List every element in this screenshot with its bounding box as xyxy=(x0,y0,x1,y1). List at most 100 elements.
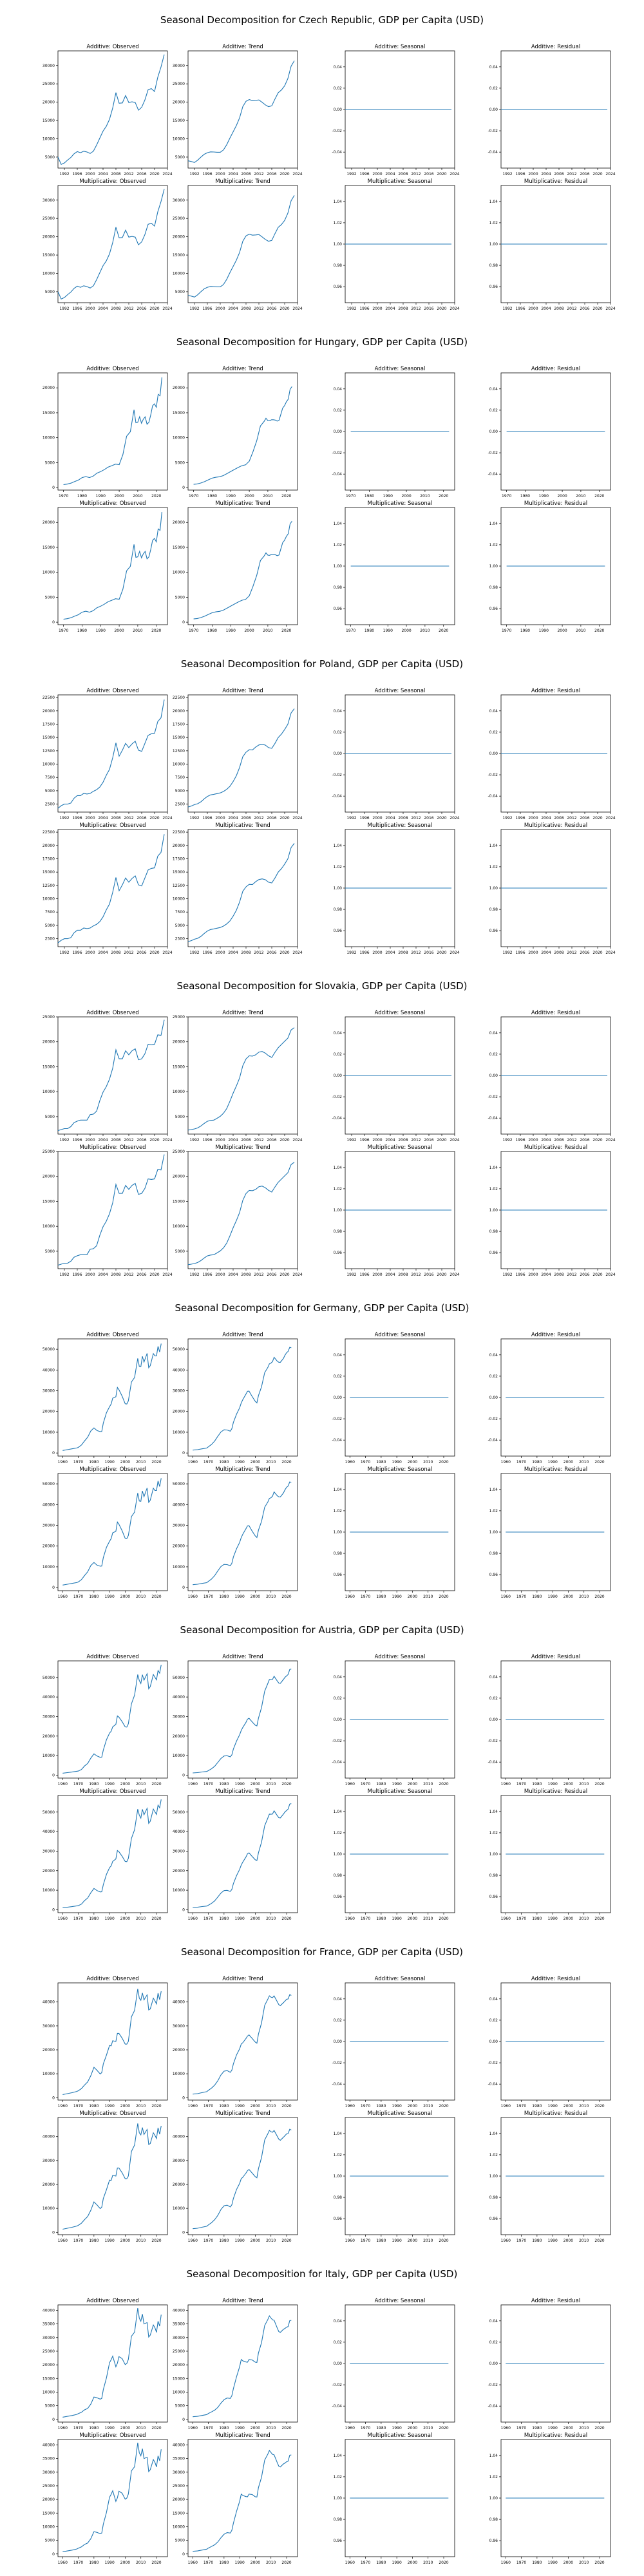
x-tick-label: 1960 xyxy=(188,2239,198,2243)
plot-frame xyxy=(57,1016,168,1135)
x-tick-label: 2010 xyxy=(133,494,142,498)
y-tick-label: 25000 xyxy=(43,216,55,221)
y-tick-label: 5000 xyxy=(45,2539,55,2543)
x-tick-label: 1996 xyxy=(72,172,82,176)
plot-frame xyxy=(187,2439,298,2557)
panel-add-residual: Additive: Residual 1960 1970 1980 1990 2000 20… xyxy=(488,1654,611,1786)
x-tick-label: 2024 xyxy=(292,816,302,820)
x-tick-label: 2010 xyxy=(579,2239,589,2243)
x-tick-label: 2020 xyxy=(149,816,159,820)
y-tick-label: 20000 xyxy=(43,100,55,105)
y-tick-label: 15000 xyxy=(173,545,185,550)
x-tick-label: 1990 xyxy=(392,2239,402,2243)
x-tick-label: 2020 xyxy=(439,494,448,498)
panel-add-residual: Additive: Residual 1960 1970 1980 1990 2000 20… xyxy=(488,1976,611,2108)
y-tick-label: 10000 xyxy=(173,137,185,142)
x-tick-label: 1980 xyxy=(219,2561,229,2565)
x-tick-label: 2020 xyxy=(439,629,448,633)
y-tick-label: 15000 xyxy=(43,870,55,875)
y-tick-label: 0 xyxy=(52,1586,55,1590)
x-tick-label: 2024 xyxy=(450,1273,459,1277)
y-tick-label: 5000 xyxy=(175,1115,185,1119)
panel-title: Additive: Trend xyxy=(222,44,263,50)
y-tick-label: 20000 xyxy=(173,100,185,105)
x-tick-label: 2010 xyxy=(266,1595,276,1599)
x-tick-label: 1980 xyxy=(532,2104,542,2108)
x-tick-label: 2000 xyxy=(120,2426,130,2430)
x-tick-label: 1970 xyxy=(516,1782,526,1786)
panel-title: Additive: Seasonal xyxy=(375,688,426,694)
y-tick-label: 25000 xyxy=(173,2349,185,2354)
x-tick-label: 2020 xyxy=(439,2104,448,2108)
plot-frame xyxy=(187,1473,298,1591)
x-tick-label: 2010 xyxy=(423,2104,433,2108)
x-tick-label: 1996 xyxy=(359,816,369,820)
y-tick-label: 20000 xyxy=(173,1410,185,1414)
plot-frame xyxy=(187,372,298,491)
x-tick-label: 1990 xyxy=(105,2426,115,2430)
x-tick-label: 2010 xyxy=(266,2239,276,2243)
panel-mul-residual: Multiplicative: Residual 1960 1970 1980 1990… xyxy=(489,2432,611,2565)
x-tick-label: 2020 xyxy=(439,2426,448,2430)
x-tick-label: 2012 xyxy=(124,1138,133,1142)
panel-add-observed: Additive: Observed 1992 1996 2000 2004 2008 20… xyxy=(43,1010,173,1142)
panel-title: Additive: Seasonal xyxy=(375,1654,426,1660)
x-tick-label: 2016 xyxy=(580,172,589,176)
x-tick-label: 1996 xyxy=(515,816,525,820)
y-tick-label: 1.00 xyxy=(489,2496,498,2501)
panel-title: Additive: Seasonal xyxy=(375,1332,426,1338)
x-tick-label: 1970 xyxy=(59,494,68,498)
x-tick-label: 1996 xyxy=(72,1138,82,1142)
y-tick-label: 2500 xyxy=(175,937,185,942)
x-tick-label: 2012 xyxy=(411,951,421,955)
x-tick-label: 2012 xyxy=(411,307,421,311)
x-tick-label: 2020 xyxy=(151,2104,161,2108)
x-tick-label: 1960 xyxy=(58,2426,68,2430)
x-tick-label: 2020 xyxy=(594,1917,604,1921)
plot-frame xyxy=(57,1473,168,1591)
y-tick-label: 20000 xyxy=(173,709,185,714)
x-tick-label: 1992 xyxy=(346,816,356,820)
x-tick-label: 2004 xyxy=(228,816,238,820)
x-tick-label: 2008 xyxy=(398,951,408,955)
x-tick-label: 1970 xyxy=(189,494,198,498)
x-tick-label: 1996 xyxy=(359,1273,369,1277)
x-tick-label: 2010 xyxy=(266,2104,276,2108)
x-tick-label: 1996 xyxy=(202,816,212,820)
panel-title: Additive: Trend xyxy=(222,688,263,694)
x-tick-label: 1980 xyxy=(89,1917,99,1921)
y-tick-label: -0.02 xyxy=(332,1417,342,1421)
country-block: Seasonal Decomposition for Hungary, GDP … xyxy=(43,336,611,633)
x-tick-label: 1996 xyxy=(202,307,212,311)
y-tick-label: 25000 xyxy=(43,1015,55,1019)
y-tick-label: 0.00 xyxy=(489,108,498,112)
observed-series-line xyxy=(57,189,165,300)
observed-series-line xyxy=(57,1019,165,1132)
panel-title: Multiplicative: Seasonal xyxy=(368,2110,433,2117)
y-tick-label: 30000 xyxy=(43,1849,55,1853)
x-tick-label: 1970 xyxy=(516,2426,526,2430)
y-tick-label: 0.00 xyxy=(489,430,498,434)
y-tick-label: 0.04 xyxy=(489,1997,498,2002)
panel-title: Additive: Seasonal xyxy=(375,2298,426,2304)
y-tick-label: 30000 xyxy=(173,2024,185,2029)
y-tick-label: 35000 xyxy=(43,2322,55,2327)
x-tick-label: 2000 xyxy=(120,2104,130,2108)
panel-title: Multiplicative: Residual xyxy=(524,2110,587,2117)
x-tick-label: 1980 xyxy=(376,2561,386,2565)
y-tick-label: 10000 xyxy=(173,2390,185,2394)
y-tick-label: 0.00 xyxy=(334,108,343,112)
y-tick-label: 10000 xyxy=(43,2390,55,2394)
panel-add-trend: Additive: Trend 1960 1970 1980 1990 2000 2010 2… xyxy=(173,2298,298,2430)
y-tick-label: 30000 xyxy=(173,1389,185,1394)
x-tick-label: 1990 xyxy=(539,494,549,498)
y-tick-label: 0.02 xyxy=(489,730,498,735)
x-tick-label: 2012 xyxy=(254,951,263,955)
y-tick-label: 20000 xyxy=(173,386,185,390)
x-tick-label: 1990 xyxy=(548,2104,558,2108)
panel-add-trend: Additive: Trend 1992 1996 2000 2004 2008 2012 2… xyxy=(173,1010,303,1142)
y-tick-label: 1.04 xyxy=(334,1166,343,1170)
y-tick-label: -0.02 xyxy=(488,1095,498,1099)
x-tick-label: 2010 xyxy=(266,1460,276,1464)
y-tick-label: 0.04 xyxy=(334,1675,343,1680)
